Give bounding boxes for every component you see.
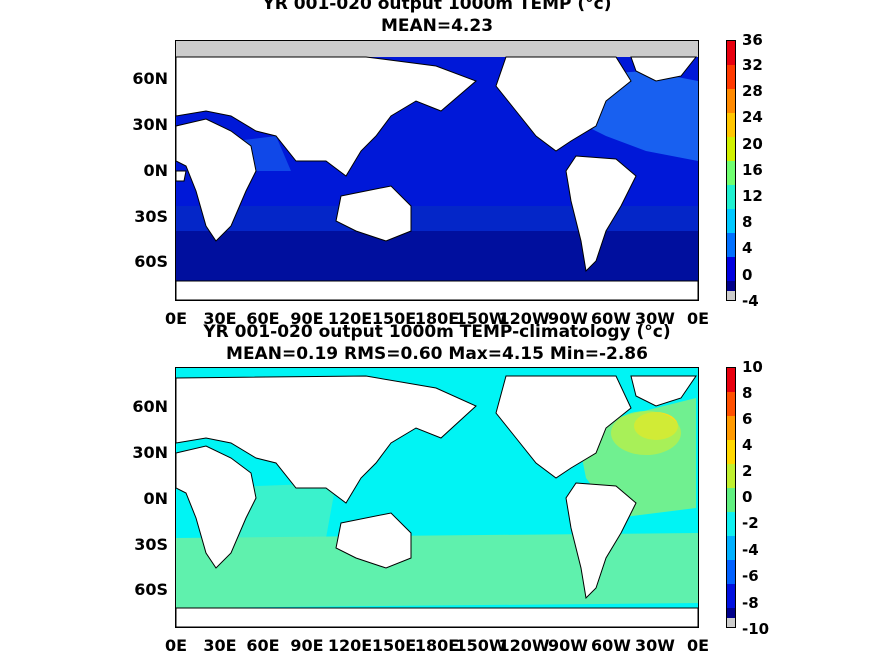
panel1-colorbar-tick: 32 [742,56,763,74]
panel2-land-south-america [565,482,637,600]
panel2-lon-label: 60W [591,636,631,655]
panel2-lon-label: 30E [203,636,237,655]
panel1-lon-label: 180E [414,309,460,328]
panel2-title-line2: MEAN=0.19 RMS=0.60 Max=4.15 Min=-2.86 [226,344,648,364]
panel1-lon-label: 0E [164,309,188,328]
panel1-lon-label: 60E [246,309,280,328]
panel1-colorbar-tick: 0 [742,266,753,284]
panel2-lat-label-60s: 60S [134,580,168,599]
panel2-title-line1: YR 001-020 output 1000m TEMP-climatology… [203,322,671,342]
panel1-lon-label: 60W [591,309,631,328]
panel1-lon-label: 150E [371,309,417,328]
panel2-colorbar-tick: -2 [742,514,759,532]
panel2-lon-label: 150W [455,636,507,655]
panel1-title-line2: MEAN=4.23 [380,16,494,36]
panel1-colorbar-tick: 28 [742,82,763,100]
panel1-lon-label: 90W [548,309,588,328]
panel1-land-africa-east [176,170,187,182]
panel2-lat-label-0n: 0N [143,489,168,508]
panel2-land-north-america [495,375,632,479]
panel2-southern-anomaly [176,533,698,608]
panel1-lon-label: 0E [686,309,710,328]
panel2-land-greenland [630,375,697,407]
panel1-colorbar-tick: 24 [742,108,763,126]
panel1-lon-label: 90E [290,309,324,328]
panel1-lat-label-30n: 30N [132,115,168,134]
panel2-colorbar-tick: -4 [742,541,759,559]
panel2-colorbar-tick: 10 [742,358,763,376]
panel1-colorbar-tick: 36 [742,31,763,49]
panel1-land-greenland [630,56,698,82]
panel1-colorbar-tick: 16 [742,161,763,179]
panel1-title-line1: YR 001-020 output 1000m TEMP (°c) [262,0,612,14]
panel1-lat-label-30s: 30S [134,207,168,226]
panel2-lon-label: 180E [414,636,460,655]
panel1-land-north-america [495,56,632,152]
panel2-colorbar-tick: 0 [742,488,753,506]
panel2-colorbar-tick: 8 [742,384,753,402]
panel1-colorbar [726,40,736,301]
panel1-colorbar-tick: 8 [742,213,753,231]
panel1-lat-label-0n: 0N [143,161,168,180]
panel1-lat-label-60n: 60N [132,69,168,88]
panel1-lon-label: 30E [203,309,237,328]
panel2-map [175,367,699,628]
panel1-colorbar-tick: 12 [742,187,763,205]
panel2-land-australia [335,512,412,569]
panel2-lon-label: 150E [371,636,417,655]
panel2-colorbar-tick: -8 [742,594,759,612]
panel1-colorbar-tick: 4 [742,239,753,257]
panel2-lon-label: 90W [548,636,588,655]
panel1-map [175,40,699,301]
panel2-colorbar-tick: -6 [742,567,759,585]
panel1-land-south-america [565,155,637,273]
panel2-lon-label: 0E [686,636,710,655]
panel2-land-eurasia [176,375,477,504]
panel2-land-africa [176,445,257,569]
panel2-land-antarctica [176,607,698,627]
panel2-colorbar-tick: 4 [742,436,753,454]
panel2-colorbar-tick: 6 [742,410,753,428]
panel1-land-australia [335,185,412,242]
panel1-colorbar-tick: 20 [742,135,763,153]
panel1-lon-label: 120W [498,309,550,328]
panel2-lon-label: 0E [164,636,188,655]
panel1-land-antarctica [176,280,698,300]
panel1-land-africa [176,118,257,242]
panel2-lon-label: 120W [498,636,550,655]
panel1-lon-label: 30W [635,309,675,328]
panel2-lon-label: 90E [290,636,324,655]
panel2-lat-label-60n: 60N [132,397,168,416]
panel1-mid-south-band [176,206,698,231]
panel2-lon-label: 120E [327,636,373,655]
panel2-lon-label: 60E [246,636,280,655]
panel2-colorbar-tick: 2 [742,462,753,480]
panel1-lon-label: 120E [327,309,373,328]
panel2-lat-label-30n: 30N [132,443,168,462]
panel1-lon-label: 150W [455,309,507,328]
panel2-north-atlantic-warm [611,411,681,455]
panel1-lat-label-60s: 60S [134,252,168,271]
panel1-arctic-ice [176,41,698,57]
panel2-lon-label: 30W [635,636,675,655]
panel2-lat-label-30s: 30S [134,535,168,554]
panel2-colorbar-tick: -10 [742,620,770,638]
panel1-colorbar-tick: -4 [742,292,759,310]
panel2-colorbar [726,367,736,628]
panel1-land-eurasia [176,56,477,177]
